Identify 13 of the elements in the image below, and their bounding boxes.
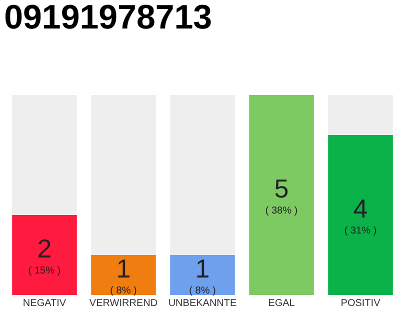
x-tick-label: UNBEKANNTE <box>168 298 237 309</box>
bar <box>91 255 156 295</box>
x-tick-label: EGAL <box>268 298 296 309</box>
data-label: 2 ( 15% ) <box>28 234 61 276</box>
x-tick-label: POSITIV <box>340 298 381 309</box>
x-tick-label: VERWIRREND <box>89 298 158 309</box>
data-label: 4 ( 31% ) <box>344 194 377 236</box>
data-label: 1 ( 8% ) <box>110 254 137 296</box>
data-label: 5 ( 38% ) <box>265 174 298 216</box>
data-label: 1 ( 8% ) <box>189 254 216 296</box>
bar <box>170 255 235 295</box>
x-tick-label: NEGATIV <box>22 298 66 309</box>
chart-title: 09191978713 <box>4 0 212 37</box>
